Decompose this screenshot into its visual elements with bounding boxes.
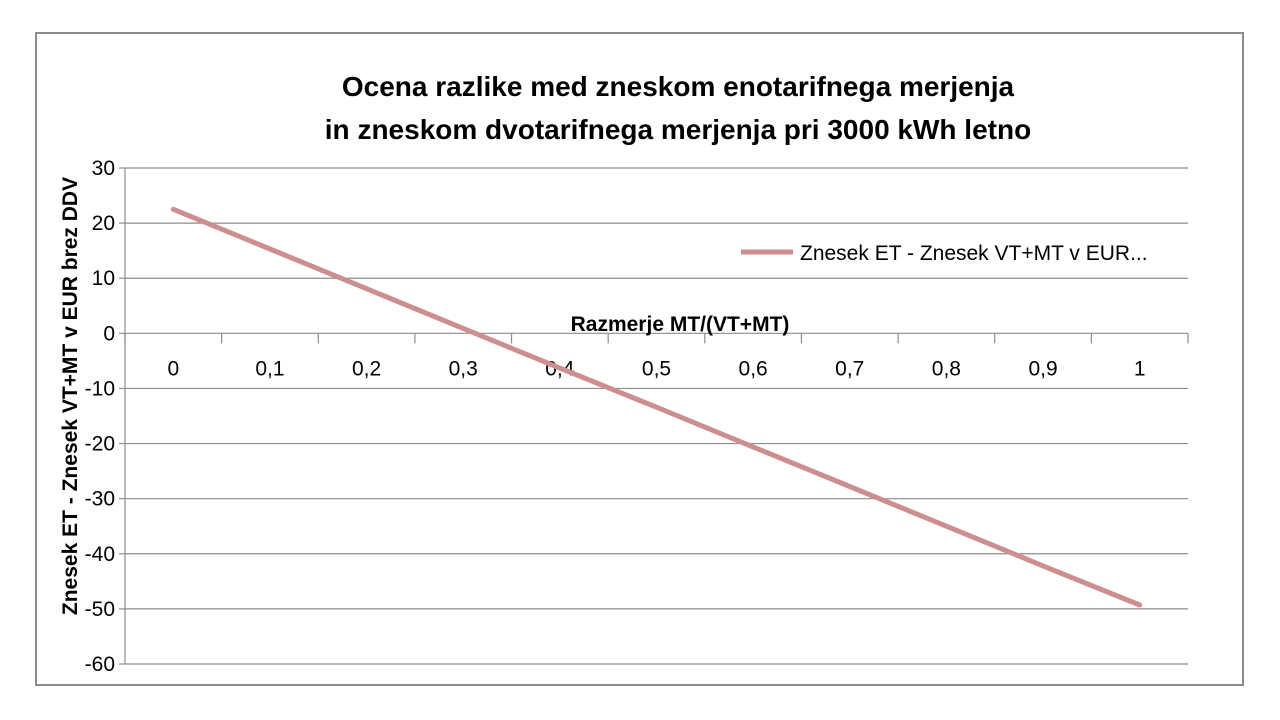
y-tick-label: -30 (85, 488, 115, 511)
legend: Znesek ET - Znesek VT+MT v EUR... (741, 242, 1148, 265)
x-tick-label: 0,2 (352, 357, 381, 380)
y-tick-label: 10 (92, 267, 115, 290)
series-lines (170, 206, 1143, 608)
x-axis-title: Razmerje MT/(VT+MT) (571, 313, 790, 336)
x-tick-label: 0 (167, 357, 179, 380)
x-tick-label: 0,5 (642, 357, 671, 380)
legend-label: Znesek ET - Znesek VT+MT v EUR... (800, 242, 1148, 265)
x-tick-label: 0,6 (739, 357, 768, 380)
y-tick-label: 0 (103, 322, 115, 345)
x-tick-label: 0,3 (449, 357, 478, 380)
x-tick-label: 0,9 (1028, 357, 1057, 380)
y-tick-label: -10 (85, 377, 115, 400)
y-tick-label: -60 (85, 653, 115, 676)
axes (119, 167, 1189, 665)
y-tick-labels: 30 20 10 0 -10 -20 -30 -40 -50 -60 (85, 157, 115, 676)
y-axis-title: Znesek ET - Znesek VT+MT v EUR brez DDV (59, 177, 82, 615)
line-chart: Ocena razlike med zneskom enotarifnega m… (59, 71, 1189, 676)
x-tick-label: 1 (1134, 357, 1146, 380)
x-tick-labels: 0 0,1 0,2 0,3 0,4 0,5 0,6 0,7 0,8 0,9 1 (167, 357, 1145, 380)
y-tick-label: -40 (85, 543, 115, 566)
chart-frame: Ocena razlike med zneskom enotarifnega m… (35, 32, 1244, 686)
chart-title-line-2: in zneskom dvotarifnega merjenja pri 300… (325, 114, 1031, 145)
x-tick-label: 0,8 (932, 357, 961, 380)
y-tick-label: -50 (85, 598, 115, 621)
chart-title-line-1: Ocena razlike med zneskom enotarifnega m… (342, 71, 1015, 102)
series-line (170, 206, 1143, 608)
gridlines (125, 167, 1188, 665)
x-tick-label: 0,1 (255, 357, 284, 380)
x-tick-label: 0,7 (835, 357, 864, 380)
y-tick-label: 20 (92, 212, 115, 235)
y-tick-label: -20 (85, 433, 115, 456)
y-tick-label: 30 (92, 157, 115, 180)
